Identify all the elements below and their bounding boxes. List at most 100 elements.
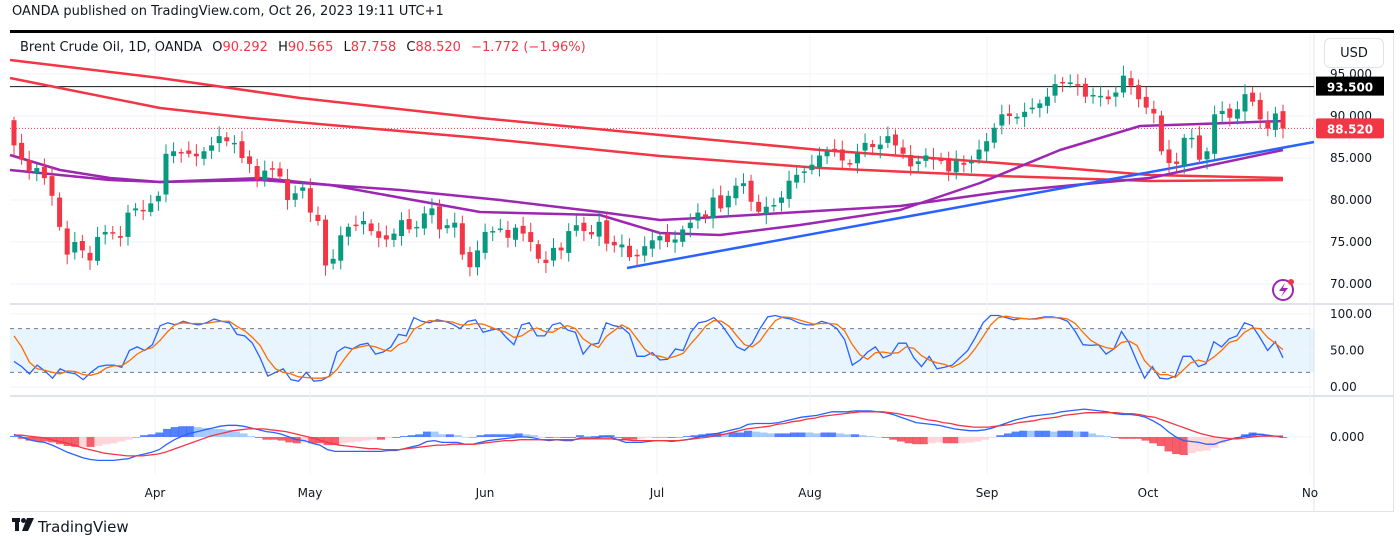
macd-histogram-bar <box>384 437 393 438</box>
macd-histogram-bar <box>1133 437 1142 439</box>
macd-signal-line <box>14 411 1283 457</box>
macd-histogram-bar <box>491 434 500 437</box>
open-label: O <box>212 40 223 55</box>
macd-histogram-bar <box>744 430 753 437</box>
macd-histogram-bar <box>981 437 990 440</box>
lightning-bolt-glyph <box>1279 283 1288 297</box>
price-tick-label: 85.000 <box>1330 151 1372 165</box>
candle-down <box>528 232 534 242</box>
candle-up <box>444 225 450 229</box>
candle-up <box>984 141 990 152</box>
macd-histogram-bar <box>170 427 179 437</box>
candle-down <box>1075 84 1081 86</box>
candle-up <box>740 183 746 187</box>
candle-up <box>361 221 367 225</box>
high-label: H <box>278 40 288 55</box>
candle-down <box>748 180 754 202</box>
candle-down <box>79 241 85 251</box>
candle-up <box>999 114 1005 126</box>
candle-down <box>1280 111 1286 129</box>
macd-histogram-bar <box>224 429 233 437</box>
macd-histogram-bar <box>147 434 156 437</box>
macd-histogram-bar <box>912 437 921 445</box>
macd-histogram-bar <box>1187 437 1196 454</box>
macd-histogram-bar <box>1141 437 1150 441</box>
candle-up <box>566 231 572 253</box>
price-tick-label: 75.000 <box>1330 235 1372 249</box>
price-tick-label: 70.000 <box>1330 277 1372 291</box>
macd-histogram-bar <box>346 437 355 443</box>
macd-histogram-bar <box>1103 436 1112 437</box>
macd-histogram-bar <box>109 437 118 444</box>
macd-histogram-bar <box>652 437 661 438</box>
candle-up <box>330 258 336 264</box>
candle-down <box>558 247 564 251</box>
macd-histogram-bar <box>216 428 225 437</box>
candle-down <box>117 236 123 238</box>
candle-up <box>573 225 579 231</box>
candle-up <box>771 205 777 207</box>
chart-frame <box>10 34 1394 512</box>
macd-histogram-bar <box>1072 431 1081 437</box>
macd-histogram-bar <box>78 437 88 447</box>
macd-histogram-bar <box>354 437 363 442</box>
macd-histogram-bar <box>25 437 34 441</box>
candle-down <box>239 141 245 158</box>
candle-down <box>307 188 313 213</box>
candle-up <box>1234 109 1240 119</box>
macd-histogram-bar <box>438 434 447 437</box>
candle-down <box>178 152 184 154</box>
candle-down <box>756 201 762 212</box>
macd-histogram-bar <box>637 437 646 439</box>
stoch-tick-label: 100.00 <box>1330 307 1372 321</box>
candle-up <box>968 161 974 164</box>
candle-up <box>1189 137 1195 140</box>
candle-up <box>1014 116 1020 119</box>
candle-down <box>1250 92 1256 102</box>
lightning-alert-icon <box>1272 279 1294 301</box>
candle-down <box>961 162 967 165</box>
macd-histogram-bar <box>1065 430 1074 437</box>
candle-up <box>1090 95 1096 97</box>
candle-up <box>551 247 557 261</box>
candle-down <box>26 160 32 171</box>
macd-histogram-bar <box>820 432 829 437</box>
candle-up <box>976 149 982 160</box>
tradingview-brand: TradingView <box>38 518 129 536</box>
candle-up <box>794 174 800 183</box>
candle-up <box>877 144 883 150</box>
macd-histogram-bar <box>1080 431 1089 437</box>
candle-down <box>1257 99 1263 120</box>
candle-up <box>786 180 792 199</box>
candle-down <box>611 241 617 246</box>
macd-histogram-bar <box>1195 437 1204 452</box>
macd-histogram-bar <box>866 436 875 437</box>
candle-up <box>391 233 397 240</box>
candle-up <box>209 145 215 151</box>
candle-up <box>133 208 139 211</box>
currency-button[interactable]: USD <box>1324 38 1384 68</box>
macd-histogram-bar <box>552 437 561 438</box>
macd-histogram-bar <box>667 437 676 438</box>
candle-up <box>1212 114 1218 154</box>
candle-down <box>520 225 526 234</box>
low-label: L <box>343 40 351 55</box>
time-axis-label-apr: Apr <box>145 486 166 500</box>
tradingview-logo[interactable]: TradingView <box>12 518 129 536</box>
candle-up <box>1044 96 1050 106</box>
candle-up <box>490 231 496 233</box>
candle-up <box>95 236 101 261</box>
candle-up <box>1219 110 1225 115</box>
macd-histogram-bar <box>568 437 577 438</box>
candle-up <box>953 160 959 173</box>
macd-histogram-bar <box>270 437 279 440</box>
macd-histogram-bar <box>17 437 26 439</box>
candle-down <box>269 168 275 170</box>
candle-up <box>345 226 351 237</box>
macd-histogram-bar <box>705 433 714 437</box>
stoch-k-line <box>13 314 1284 382</box>
candle-up <box>482 231 488 253</box>
macd-histogram-bar <box>996 435 1005 437</box>
macd-histogram-bar <box>851 434 860 437</box>
